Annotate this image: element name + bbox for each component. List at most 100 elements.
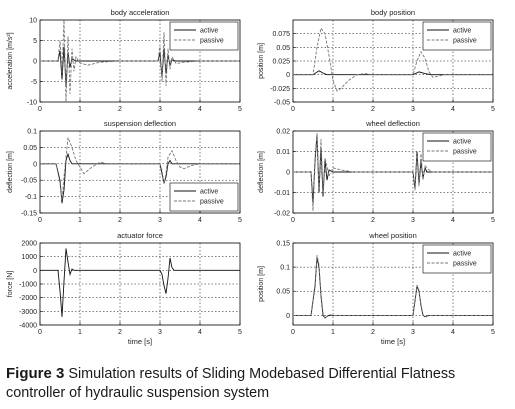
series-line-signal — [40, 248, 240, 317]
x-tick-label: 3 — [158, 217, 162, 224]
x-tick-label: 4 — [451, 217, 455, 224]
series-group — [40, 137, 240, 204]
figure-caption: Figure 3 Simulation results of Sliding M… — [6, 364, 511, 403]
y-tick-label: 0.1 — [280, 265, 290, 272]
x-tick-label: 0 — [38, 217, 42, 224]
y-tick-label: 0.01 — [276, 149, 290, 156]
x-tick-label: 5 — [491, 106, 495, 113]
y-tick-label: -0.05 — [21, 178, 37, 185]
y-axis-label: position [m] — [258, 43, 265, 79]
y-tick-label: 0.1 — [27, 129, 37, 136]
y-tick-label: -5 — [31, 79, 37, 86]
x-tick-label: 4 — [198, 106, 202, 113]
legend-label: passive — [453, 261, 477, 268]
series-group — [293, 133, 493, 211]
legend-label: active — [200, 28, 218, 35]
x-tick-label: 5 — [491, 329, 495, 336]
x-tick-label: 5 — [238, 329, 242, 336]
legend-label: passive — [200, 38, 224, 45]
y-tick-label: -4000 — [19, 323, 37, 330]
x-tick-label: 3 — [158, 329, 162, 336]
legend-label: active — [200, 189, 218, 196]
series-group — [40, 20, 240, 102]
x-tick-label: 1 — [331, 217, 335, 224]
x-tick-label: 1 — [331, 329, 335, 336]
y-tick-label: 0.15 — [276, 241, 290, 248]
x-tick-label: 1 — [331, 106, 335, 113]
x-tick-label: 4 — [451, 329, 455, 336]
caption-text: Simulation results of Sliding Modebased … — [6, 366, 456, 401]
y-axis-label: deflection [m] — [7, 151, 14, 193]
subplot-5: 0 1 2 3 4 5 -4000 -3000 -2000 -1000 0 1000 2000 actua… — [7, 231, 242, 346]
series-line-passive — [40, 137, 240, 200]
y-tick-label: -0.15 — [21, 211, 37, 218]
legend-box — [422, 244, 492, 274]
series-group — [40, 248, 240, 317]
y-axis-label: position [m] — [258, 266, 265, 302]
legend-label: passive — [453, 38, 477, 45]
x-tick-label: 4 — [451, 106, 455, 113]
x-tick-label: 2 — [118, 106, 122, 113]
y-tick-label: -0.01 — [274, 190, 290, 197]
caption-label: Figure 3 — [6, 365, 65, 382]
x-tick-label: 4 — [198, 217, 202, 224]
subplot-6: 0 1 2 3 4 5 0 0.05 0.1 0.15 wheel position time [s]… — [258, 231, 495, 346]
x-tick-label: 2 — [118, 217, 122, 224]
y-axis-label: deflection [m] — [258, 151, 265, 193]
legend-box — [422, 21, 492, 51]
y-axis-label: force [N] — [7, 271, 14, 298]
y-tick-label: 0.075 — [272, 31, 290, 38]
legend-label: active — [453, 139, 471, 146]
x-tick-label: 4 — [198, 329, 202, 336]
x-tick-label: 0 — [291, 106, 295, 113]
y-tick-label: 0 — [33, 59, 37, 66]
y-tick-label: 0.05 — [23, 145, 37, 152]
x-tick-label: 5 — [238, 217, 242, 224]
series-line-passive — [293, 133, 493, 211]
x-tick-label: 0 — [38, 329, 42, 336]
plot-area — [39, 242, 241, 326]
y-axis-label: acceleration [m/s²] — [7, 32, 14, 89]
x-tick-label: 2 — [371, 329, 375, 336]
y-tick-label: 0 — [33, 268, 37, 275]
y-tick-label: 0 — [286, 72, 290, 79]
series-group — [293, 255, 493, 319]
series-line-passive — [40, 20, 240, 102]
y-tick-label: 10 — [29, 18, 37, 25]
x-tick-label: 3 — [411, 217, 415, 224]
subplot-4: 0 1 2 3 4 5 -0.02 -0.01 0 0.01 0.02 wheel deflectio… — [258, 119, 495, 224]
subplot-2: 0 1 2 3 4 5 -0.05 -0.025 0 0.025 0.05 0.075 body pos… — [258, 8, 495, 113]
y-tick-label: 0.02 — [276, 129, 290, 136]
y-tick-label: 0 — [33, 161, 37, 168]
y-tick-label: 0.05 — [276, 289, 290, 296]
x-tick-label: 2 — [371, 106, 375, 113]
subplot-title: actuator force — [117, 231, 163, 240]
x-tick-label: 0 — [291, 329, 295, 336]
y-tick-label: -1000 — [19, 282, 37, 289]
subplot-title: body position — [371, 8, 415, 17]
y-tick-label: -0.02 — [274, 211, 290, 218]
x-tick-label: 3 — [411, 106, 415, 113]
y-tick-label: -10 — [27, 100, 37, 107]
subplot-title: suspension deflection — [104, 119, 176, 128]
y-tick-label: 0 — [286, 170, 290, 177]
y-tick-label: -0.1 — [25, 194, 37, 201]
subplot-title: wheel deflection — [365, 119, 420, 128]
y-tick-label: -2000 — [19, 295, 37, 302]
legend-label: passive — [453, 149, 477, 156]
subplot-title: wheel position — [368, 231, 417, 240]
x-tick-label: 3 — [411, 329, 415, 336]
x-tick-label: 0 — [291, 217, 295, 224]
x-tick-label: 1 — [78, 217, 82, 224]
legend-label: passive — [200, 199, 224, 206]
x-axis-label: time [s] — [128, 337, 152, 346]
x-axis-label: time [s] — [381, 337, 405, 346]
series-line-active — [293, 70, 493, 76]
legend-box — [169, 182, 239, 212]
y-tick-label: 1000 — [21, 254, 37, 261]
legend-label: active — [453, 251, 471, 258]
subplot-1: 0 1 2 3 4 5 -10 -5 0 5 10 body acceleration accelera… — [7, 8, 242, 113]
x-tick-label: 3 — [158, 106, 162, 113]
y-tick-label: 0 — [286, 313, 290, 320]
